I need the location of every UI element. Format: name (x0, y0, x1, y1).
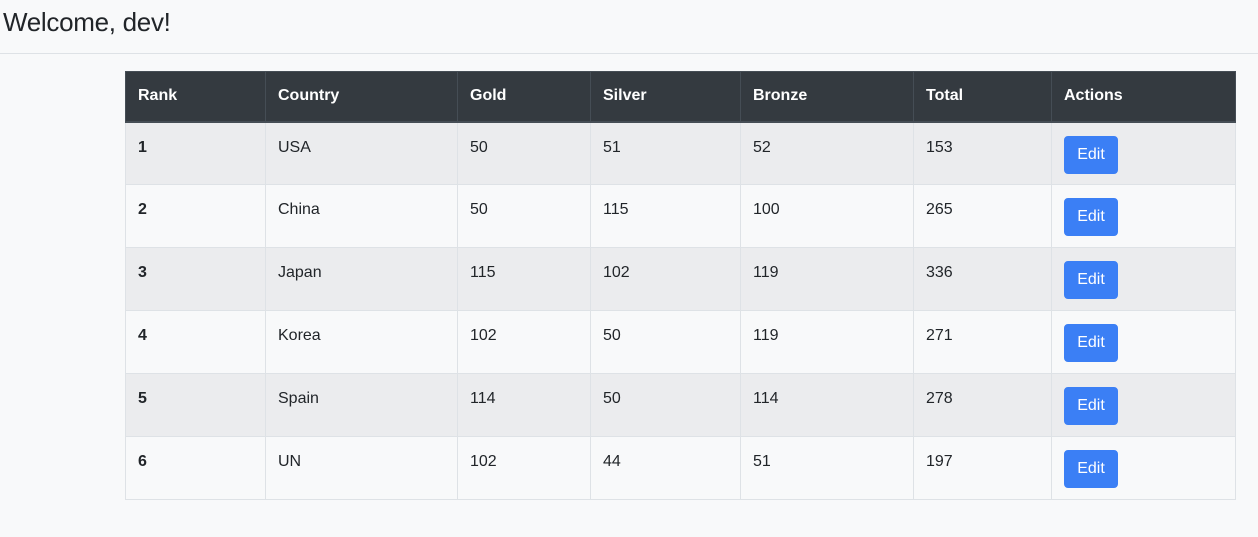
actions-cell: Edit (1051, 121, 1236, 185)
table-row: 6 UN 102 44 51 197 Edit (125, 436, 1236, 500)
silver-cell: 115 (590, 184, 741, 248)
medal-table-container: Rank Country Gold Silver Bronze Total Ac… (125, 71, 1236, 500)
actions-cell: Edit (1051, 436, 1236, 500)
table-row: 3 Japan 115 102 119 336 Edit (125, 247, 1236, 311)
rank-cell: 6 (125, 436, 266, 500)
gold-cell: 114 (457, 373, 591, 437)
medal-table: Rank Country Gold Silver Bronze Total Ac… (125, 71, 1236, 500)
gold-cell: 50 (457, 121, 591, 185)
bronze-cell: 100 (740, 184, 914, 248)
silver-cell: 50 (590, 310, 741, 374)
total-cell: 153 (913, 121, 1052, 185)
table-row: 2 China 50 115 100 265 Edit (125, 184, 1236, 248)
rank-cell: 3 (125, 247, 266, 311)
actions-cell: Edit (1051, 373, 1236, 437)
edit-button[interactable]: Edit (1064, 198, 1118, 236)
column-header-country: Country (265, 71, 458, 123)
rank-cell: 4 (125, 310, 266, 374)
bronze-cell: 52 (740, 121, 914, 185)
rank-cell: 2 (125, 184, 266, 248)
total-cell: 278 (913, 373, 1052, 437)
rank-cell: 5 (125, 373, 266, 437)
country-cell: Spain (265, 373, 458, 437)
silver-cell: 50 (590, 373, 741, 437)
page-title: Welcome, dev! (3, 7, 171, 37)
country-cell: UN (265, 436, 458, 500)
column-header-gold: Gold (457, 71, 591, 123)
actions-cell: Edit (1051, 184, 1236, 248)
country-cell: USA (265, 121, 458, 185)
gold-cell: 102 (457, 310, 591, 374)
country-cell: Korea (265, 310, 458, 374)
table-row: 5 Spain 114 50 114 278 Edit (125, 373, 1236, 437)
silver-cell: 102 (590, 247, 741, 311)
total-cell: 336 (913, 247, 1052, 311)
table-row: 4 Korea 102 50 119 271 Edit (125, 310, 1236, 374)
column-header-bronze: Bronze (740, 71, 914, 123)
column-header-rank: Rank (125, 71, 266, 123)
bronze-cell: 119 (740, 247, 914, 311)
gold-cell: 50 (457, 184, 591, 248)
table-header: Rank Country Gold Silver Bronze Total Ac… (125, 71, 1236, 123)
country-cell: China (265, 184, 458, 248)
gold-cell: 102 (457, 436, 591, 500)
total-cell: 197 (913, 436, 1052, 500)
page-header: Welcome, dev! (0, 0, 1258, 54)
header-row: Rank Country Gold Silver Bronze Total Ac… (125, 71, 1236, 123)
actions-cell: Edit (1051, 310, 1236, 374)
edit-button[interactable]: Edit (1064, 135, 1118, 174)
edit-button[interactable]: Edit (1064, 261, 1118, 299)
total-cell: 265 (913, 184, 1052, 248)
actions-cell: Edit (1051, 247, 1236, 311)
bronze-cell: 114 (740, 373, 914, 437)
table-body: 1 USA 50 51 52 153 Edit 2 China 50 115 1… (125, 121, 1236, 500)
table-row: 1 USA 50 51 52 153 Edit (125, 121, 1236, 185)
bronze-cell: 119 (740, 310, 914, 374)
edit-button[interactable]: Edit (1064, 324, 1118, 362)
total-cell: 271 (913, 310, 1052, 374)
country-cell: Japan (265, 247, 458, 311)
silver-cell: 44 (590, 436, 741, 500)
column-header-actions: Actions (1051, 71, 1236, 123)
column-header-silver: Silver (590, 71, 741, 123)
rank-cell: 1 (125, 121, 266, 185)
bronze-cell: 51 (740, 436, 914, 500)
edit-button[interactable]: Edit (1064, 450, 1118, 488)
column-header-total: Total (913, 71, 1052, 123)
silver-cell: 51 (590, 121, 741, 185)
gold-cell: 115 (457, 247, 591, 311)
edit-button[interactable]: Edit (1064, 387, 1118, 425)
